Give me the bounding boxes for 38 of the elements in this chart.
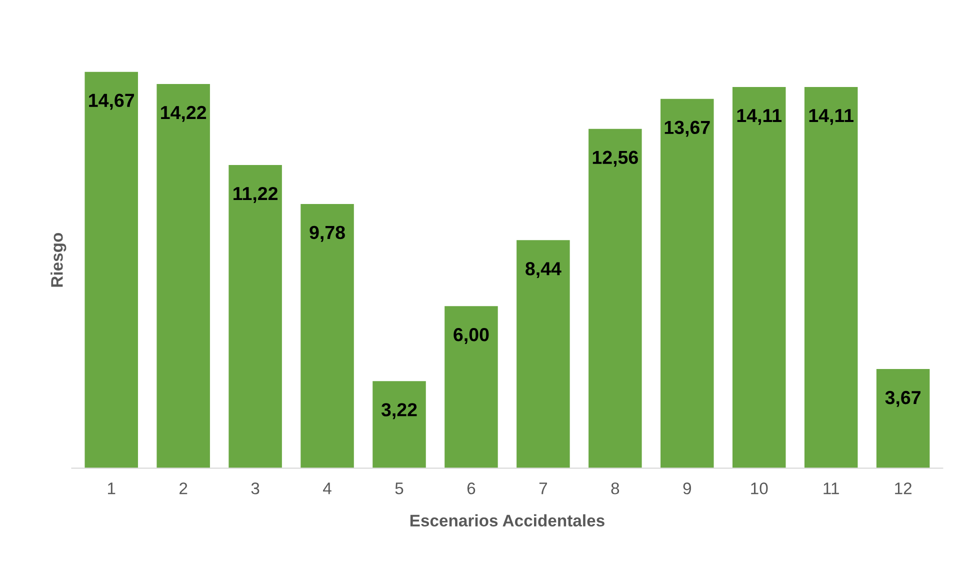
data-label: 14,11 (809, 109, 854, 125)
x-tick-label: 3 (251, 482, 260, 494)
x-tick-label: 7 (539, 482, 547, 494)
data-label: 8,44 (526, 262, 562, 278)
bar (300, 204, 354, 468)
data-label: 3,67 (885, 390, 920, 407)
bar (876, 369, 930, 468)
x-tick-label: 2 (180, 482, 188, 494)
x-tick-label: 6 (467, 482, 476, 494)
bar (516, 240, 570, 468)
x-tick-label: 9 (683, 482, 691, 494)
bar (732, 86, 786, 468)
bar (84, 72, 138, 468)
data-label: 14,11 (737, 109, 782, 125)
x-tick-label: 12 (895, 482, 912, 494)
x-axis-title: Escenarios Accidentales (410, 514, 604, 527)
bar (660, 98, 714, 468)
bar (228, 165, 282, 468)
x-tick-label: 1 (108, 482, 116, 494)
data-label: 13,67 (664, 120, 710, 137)
x-tick-label: 8 (611, 482, 620, 494)
data-label: 14,22 (161, 106, 206, 122)
bar (444, 306, 498, 468)
data-label: 11,22 (234, 186, 278, 203)
x-tick-label: 5 (395, 482, 404, 494)
x-tick-label: 10 (751, 482, 768, 494)
bar (372, 381, 426, 468)
bar (156, 84, 210, 468)
bar (588, 128, 642, 468)
y-axis-title: Riesgo (50, 232, 66, 287)
data-label: 9,78 (310, 226, 345, 242)
data-label: 3,22 (381, 403, 417, 420)
data-label: 12,56 (592, 150, 638, 167)
x-tick-label: 11 (824, 482, 839, 494)
x-tick-label: 4 (323, 482, 332, 494)
bar (804, 86, 858, 468)
data-label: 6,00 (454, 328, 489, 344)
data-label: 14,67 (89, 94, 134, 110)
